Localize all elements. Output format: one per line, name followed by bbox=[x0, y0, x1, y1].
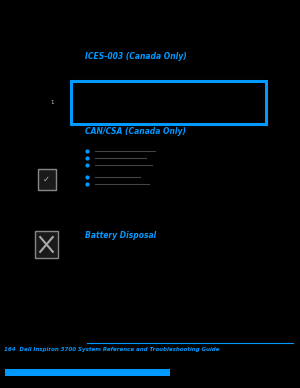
Text: CAN/CSA (Canada Only): CAN/CSA (Canada Only) bbox=[85, 127, 187, 137]
Text: Battery Disposal: Battery Disposal bbox=[85, 231, 157, 241]
Bar bbox=[70, 81, 266, 124]
Bar bbox=[35, 231, 58, 258]
Bar bbox=[38, 169, 56, 190]
Text: ICES-003 (Canada Only): ICES-003 (Canada Only) bbox=[85, 52, 187, 61]
Bar bbox=[4, 369, 169, 376]
Text: ✓: ✓ bbox=[43, 175, 50, 184]
Text: 1: 1 bbox=[51, 100, 54, 105]
Text: 164  Dell Inspiron 3700 System Reference and Troubleshooting Guide: 164 Dell Inspiron 3700 System Reference … bbox=[4, 347, 220, 352]
